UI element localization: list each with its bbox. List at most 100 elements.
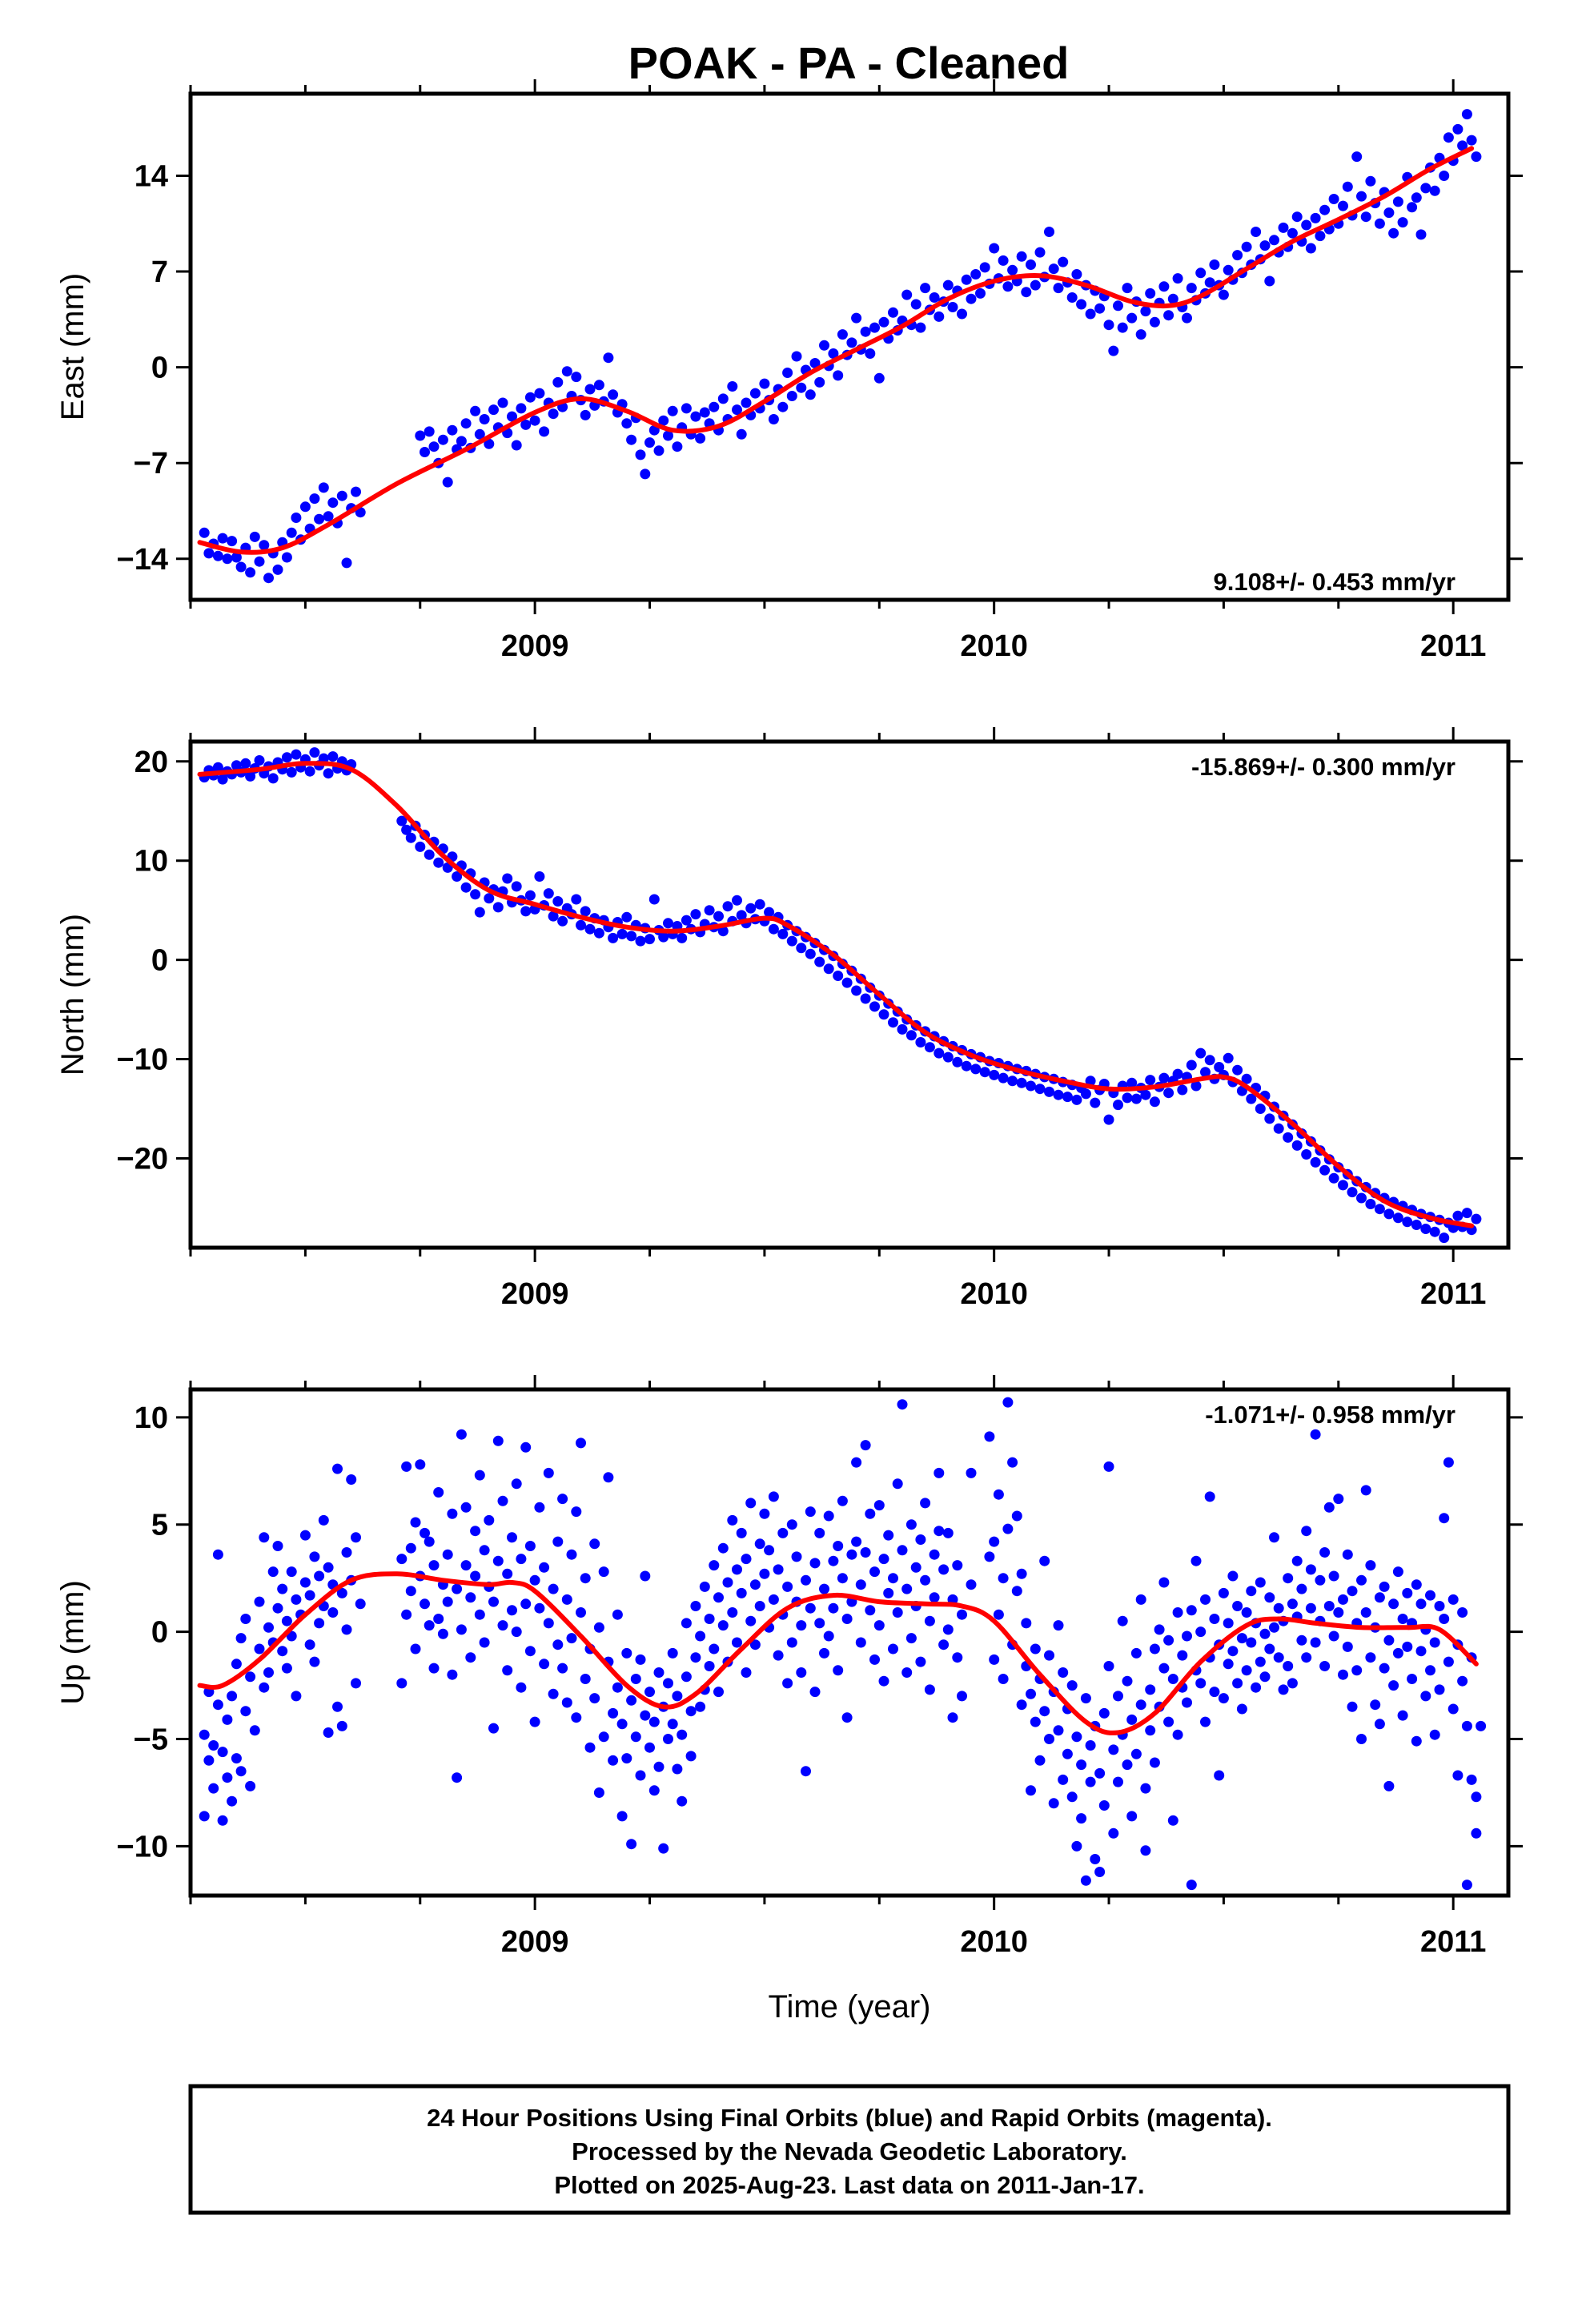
- east-data-point: [1122, 283, 1133, 294]
- up-data-point: [488, 1723, 499, 1734]
- up-data-point: [1227, 1570, 1239, 1582]
- north-data-point: [658, 931, 669, 943]
- east-data-point: [1342, 181, 1353, 192]
- up-data-point: [267, 1566, 279, 1578]
- up-data-point: [823, 1510, 834, 1522]
- east-data-point: [681, 403, 692, 414]
- up-data-point: [1466, 1774, 1477, 1785]
- up-data-point: [749, 1639, 761, 1651]
- up-data-point: [299, 1530, 311, 1541]
- up-data-point: [1011, 1586, 1022, 1597]
- east-data-point: [709, 401, 720, 412]
- east-plot-frame: [188, 91, 1511, 602]
- up-data-point: [470, 1570, 481, 1582]
- up-data-point: [304, 1639, 315, 1651]
- east-velocity-label: 9.108+/- 0.453 mm/yr: [1214, 568, 1456, 596]
- up-data-point: [653, 1761, 665, 1772]
- up-data-point: [277, 1646, 288, 1657]
- east-y-tick-label: −14: [117, 543, 168, 577]
- up-data-point: [548, 1688, 559, 1699]
- north-model-curve: [197, 761, 1475, 1228]
- up-data-point: [1356, 1734, 1367, 1744]
- figure-title: POAK - PA - Cleaned: [628, 38, 1070, 88]
- up-data-point: [786, 1637, 797, 1648]
- up-data-point: [520, 1441, 532, 1453]
- up-data-point: [1163, 1634, 1174, 1646]
- east-x-tick-label: 2011: [1420, 629, 1486, 663]
- up-data-point: [1347, 1586, 1358, 1597]
- up-data-point: [1347, 1701, 1358, 1712]
- up-data-point: [901, 1667, 913, 1678]
- up-data-point: [1379, 1663, 1390, 1674]
- east-data-point: [791, 351, 802, 362]
- up-data-point: [254, 1596, 265, 1607]
- up-data-point: [833, 1541, 844, 1551]
- up-data-point: [920, 1498, 931, 1509]
- north-data-point: [452, 871, 463, 882]
- north-data-point: [543, 888, 554, 899]
- up-data-point: [222, 1714, 233, 1725]
- north-data-point: [415, 841, 426, 852]
- up-data-point: [1085, 1776, 1096, 1787]
- up-data-point: [281, 1663, 292, 1674]
- east-data-point: [1053, 283, 1064, 294]
- up-data-point: [1177, 1650, 1188, 1661]
- east-data-point: [511, 440, 522, 451]
- north-data-point: [1126, 1077, 1138, 1088]
- up-data-point: [1130, 1748, 1142, 1759]
- north-data-point: [576, 919, 586, 931]
- up-data-point: [584, 1742, 596, 1753]
- north-y-tick-label: 10: [135, 845, 168, 879]
- up-data-point: [915, 1656, 926, 1667]
- up-data-point: [552, 1536, 564, 1547]
- east-data-point: [1452, 123, 1464, 135]
- east-data-point: [1140, 306, 1151, 317]
- east-data-point: [1076, 299, 1087, 310]
- up-data-point: [1140, 1783, 1151, 1794]
- up-data-point: [1227, 1646, 1239, 1657]
- up-data-point: [1053, 1620, 1064, 1631]
- up-data-point: [346, 1474, 357, 1485]
- east-data-point: [782, 368, 793, 378]
- up-data-point: [1108, 1827, 1119, 1839]
- up-data-point: [1333, 1494, 1344, 1505]
- up-data-point: [1402, 1641, 1413, 1652]
- up-data-point: [713, 1592, 724, 1603]
- north-x-tick-label: 2009: [501, 1277, 569, 1311]
- north-data-point: [1223, 1052, 1234, 1063]
- up-data-point: [1402, 1587, 1413, 1598]
- up-data-point: [745, 1498, 757, 1509]
- up-data-point: [1076, 1813, 1087, 1824]
- up-data-point: [566, 1633, 577, 1644]
- east-data-point: [910, 299, 921, 310]
- east-data-point: [768, 414, 779, 424]
- east-data-point: [437, 434, 448, 445]
- up-data-point: [420, 1527, 430, 1538]
- up-data-point: [1269, 1622, 1279, 1633]
- up-data-point: [465, 1652, 476, 1663]
- up-data-point: [420, 1598, 430, 1610]
- up-data-point: [1471, 1791, 1482, 1803]
- up-data-point: [704, 1614, 715, 1624]
- east-data-point: [428, 441, 440, 452]
- east-data-point: [474, 428, 485, 440]
- up-data-point: [1200, 1716, 1211, 1727]
- east-data-point: [272, 564, 283, 575]
- up-data-point: [873, 1500, 885, 1511]
- up-data-point: [663, 1678, 673, 1689]
- north-data-point: [304, 766, 315, 777]
- up-data-point: [1195, 1626, 1207, 1638]
- up-data-point: [341, 1624, 352, 1635]
- up-data-point: [1066, 1791, 1078, 1803]
- up-data-point: [314, 1618, 325, 1629]
- north-data-point: [1264, 1113, 1275, 1124]
- up-data-point: [566, 1549, 577, 1560]
- up-data-point: [1145, 1725, 1156, 1736]
- up-data-point: [332, 1701, 343, 1712]
- up-plot-frame: [188, 1387, 1511, 1898]
- up-data-point: [626, 1839, 637, 1850]
- up-data-point: [1016, 1568, 1027, 1579]
- up-data-point: [580, 1573, 591, 1584]
- up-data-point: [1356, 1574, 1367, 1586]
- up-data-point: [809, 1687, 821, 1698]
